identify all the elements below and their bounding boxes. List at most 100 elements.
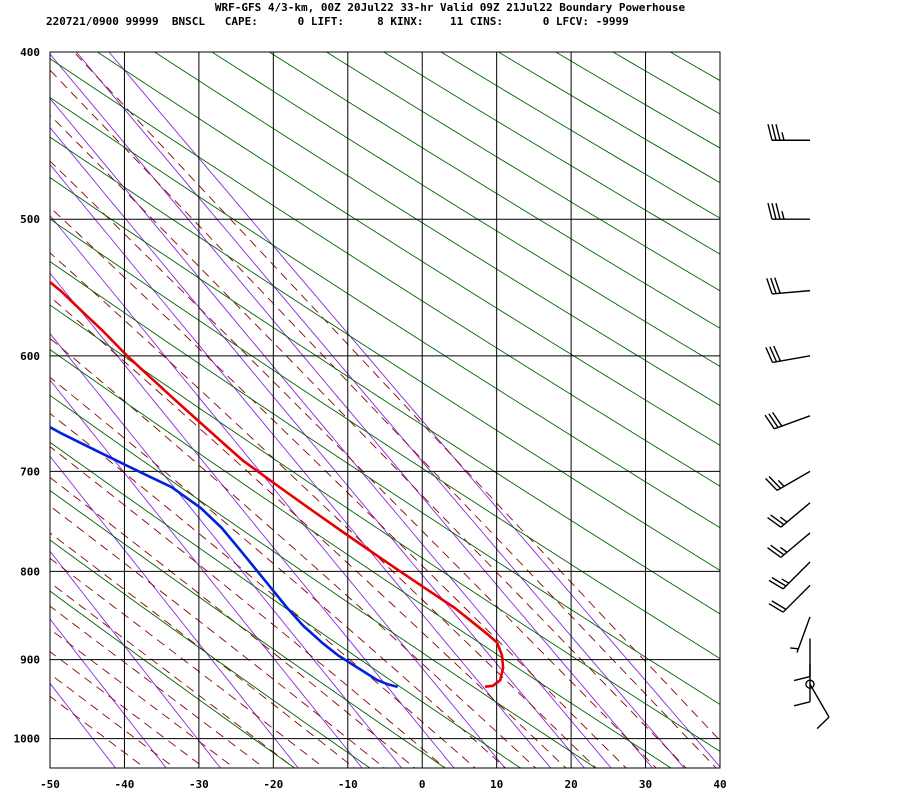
dry-adiabat (268, 52, 720, 329)
dry-adiabat (50, 304, 720, 752)
dry-adiabat (50, 58, 720, 487)
temperature-tick-label: 30 (639, 778, 652, 791)
moist-adiabat (50, 412, 476, 768)
wind-barb-staff (774, 415, 811, 430)
wind-barb-half-flag (781, 211, 785, 220)
wind-barb-flag (770, 277, 777, 294)
temperature-tick-label: -10 (338, 778, 358, 791)
dry-adiabat (325, 52, 720, 292)
wind-barb-staff (782, 561, 811, 590)
temperature-tick-label: 10 (490, 778, 503, 791)
wind-barb-flag (816, 716, 830, 730)
wind-barb-flag (775, 124, 781, 141)
moist-adiabat (50, 160, 657, 768)
isobar-grid (50, 51, 720, 740)
mixing-ratio-line (50, 214, 506, 768)
moist-adiabat (50, 557, 326, 768)
moist-adiabat (50, 69, 717, 768)
dry-adiabat (50, 539, 371, 768)
wind-barb (793, 663, 811, 707)
chart-title: WRF-GFS 4/3-km, 00Z 20Jul22 33-hr Valid … (215, 1, 686, 14)
mixing-ratio-lines (50, 52, 720, 768)
plot-frame (49, 51, 721, 769)
sounding-traces (50, 280, 505, 688)
moist-adiabat (50, 628, 236, 768)
temperature-tick-label: 40 (713, 778, 726, 791)
wind-barb-half-flag (777, 479, 785, 487)
temperature-tick-label: 20 (564, 778, 577, 791)
isotherm-grid (50, 52, 720, 768)
wind-barb-staff (772, 289, 811, 295)
moist-adiabat (50, 582, 295, 768)
pressure-tick-label: 1000 (14, 733, 41, 746)
dry-adiabat (50, 136, 720, 571)
stability-indices-line: 220721/0900 99999 BNSCL CAPE: 0 LIFT: 8 … (46, 15, 629, 28)
dry-adiabat (50, 218, 720, 660)
wind-barb-flag (764, 414, 775, 430)
wind-barb-staff (772, 355, 811, 364)
wind-barb-half-flag (781, 132, 785, 141)
wind-barb-flag (766, 278, 773, 295)
dewpoint-trace (50, 425, 399, 688)
moist-adiabat (50, 695, 146, 768)
mixing-ratio-line (50, 163, 552, 768)
wind-barb-flag (774, 277, 781, 294)
wind-barb (764, 412, 811, 430)
wind-barb-flag (765, 347, 774, 363)
dry-adiabat (50, 441, 522, 768)
moist-adiabat (50, 252, 597, 768)
dry-adiabats (50, 14, 900, 783)
temperature-tick-labels: -50 -40 -30 -20 -10 0 10 20 30 40 (40, 778, 727, 791)
moist-adiabat (50, 532, 356, 768)
mixing-ratio-line (108, 52, 720, 768)
moist-adiabat (50, 337, 537, 768)
wind-barb-flag (775, 203, 781, 220)
pressure-tick-label: 900 (20, 654, 40, 667)
wind-barbs (764, 124, 830, 730)
dry-adiabat (50, 590, 296, 768)
pressure-tick-label: 500 (20, 213, 40, 226)
wind-barb-flag (767, 547, 782, 558)
dry-adiabat (382, 52, 720, 255)
mixing-ratio-line (50, 618, 167, 768)
temperature-tick-label: -40 (115, 778, 135, 791)
wind-barb-half-flag (781, 578, 790, 584)
wind-barb-flag (771, 124, 777, 141)
wind-barb-half-flag (790, 647, 799, 650)
wind-barb-flag (769, 346, 778, 363)
wind-barb (768, 561, 811, 590)
wind-barb (765, 345, 811, 364)
wind-barb-flag (793, 675, 811, 682)
dry-adiabat (554, 52, 720, 149)
dry-adiabat (50, 261, 720, 705)
wind-barb (768, 584, 811, 613)
mixing-ratio-line (75, 52, 685, 768)
wind-barb-staff (782, 584, 811, 613)
wind-barb-flag (771, 576, 787, 587)
dry-adiabat (96, 52, 720, 446)
wind-barb-staff (796, 616, 811, 653)
pressure-tick-labels: 400 500 600 700 800 900 1000 (14, 46, 41, 746)
temperature-tick-label: 0 (419, 778, 426, 791)
dry-adiabat (153, 52, 720, 407)
dry-adiabat (612, 52, 720, 115)
dry-adiabat (50, 177, 720, 615)
temperature-tick-label: -30 (189, 778, 209, 791)
temperature-trace (50, 280, 505, 688)
dry-adiabat (660, 14, 900, 783)
moist-adiabat (50, 114, 687, 768)
wind-barb (765, 470, 811, 491)
moist-adiabat (50, 651, 206, 768)
moist-adiabat (50, 446, 446, 768)
wind-barb-staff (780, 502, 811, 528)
wind-barb-flag (793, 701, 811, 707)
wind-barb-flag (765, 477, 778, 491)
wind-barb (767, 124, 810, 141)
temperature-tick-label: -50 (40, 778, 60, 791)
wind-barb (793, 638, 811, 682)
wind-barb-flag (768, 475, 782, 489)
moist-adiabat (50, 296, 567, 768)
wind-barb-flag (767, 203, 773, 220)
mixing-ratio-line (50, 550, 222, 768)
